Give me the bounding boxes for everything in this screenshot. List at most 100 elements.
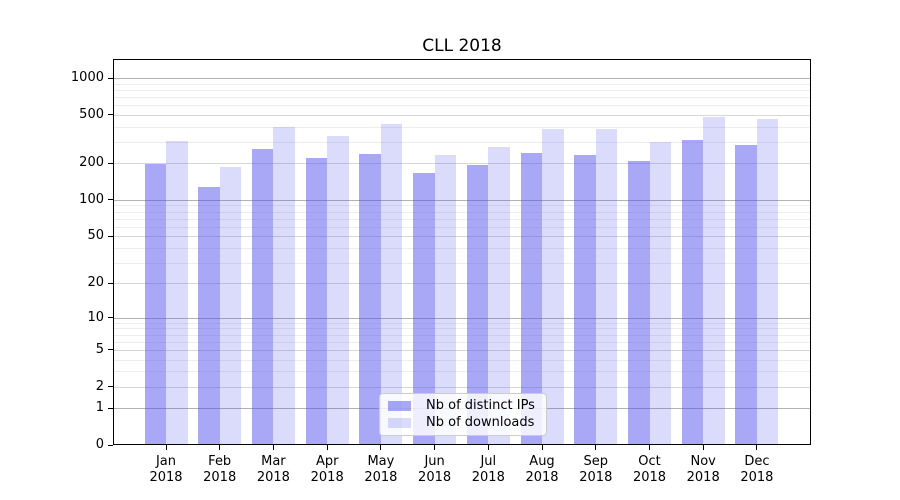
- y-tick-label: 20: [87, 275, 104, 291]
- gridline-minor: [113, 105, 811, 107]
- y-tick-label: 500: [79, 106, 104, 122]
- bar-distinct-ips: [520, 153, 542, 445]
- y-tick-mark: [108, 317, 113, 319]
- gridline-major: [113, 114, 811, 116]
- y-tick-label: 200: [79, 155, 104, 171]
- legend-swatch-distinct-ips: [388, 401, 411, 412]
- x-tick-mark: [595, 445, 597, 450]
- gridline-minor: [113, 341, 811, 343]
- x-tick-label: Aug 2018: [525, 454, 559, 485]
- bar-distinct-ips: [574, 155, 596, 445]
- bar-downloads: [166, 140, 188, 445]
- bar-distinct-ips: [305, 158, 328, 445]
- y-tick-mark: [108, 162, 113, 164]
- y-tick-label: 50: [87, 228, 104, 244]
- x-tick-mark: [219, 445, 221, 450]
- x-tick-mark: [702, 445, 704, 450]
- gridline-major: [113, 199, 811, 201]
- gridline-major: [113, 163, 811, 165]
- bar-downloads: [488, 146, 510, 445]
- bar-downloads: [380, 123, 403, 445]
- gridline-major: [113, 349, 811, 351]
- bar-distinct-ips: [413, 172, 435, 445]
- x-tick-mark: [380, 445, 382, 450]
- gridline-minor: [113, 226, 811, 228]
- x-tick-mark: [326, 445, 328, 450]
- y-tick-label: 5: [95, 341, 104, 357]
- chart-title: CLL 2018: [422, 36, 502, 56]
- bar-distinct-ips: [359, 153, 381, 445]
- gridline-minor: [113, 211, 811, 213]
- y-tick-mark: [108, 235, 113, 237]
- x-tick-mark: [165, 445, 167, 450]
- bar-distinct-ips: [251, 149, 274, 445]
- gridline-major: [113, 236, 811, 238]
- legend-item-distinct-ips: Nb of distinct IPs: [388, 398, 538, 415]
- x-tick-label: Jun 2018: [418, 454, 452, 485]
- bar-distinct-ips: [144, 164, 166, 445]
- y-tick-mark: [108, 444, 113, 446]
- y-tick-mark: [108, 349, 113, 351]
- gridline-minor: [113, 97, 811, 98]
- gridline-minor: [113, 262, 811, 264]
- x-tick-label: Nov 2018: [686, 454, 720, 485]
- y-tick-mark: [108, 199, 113, 201]
- bar-downloads: [756, 119, 779, 445]
- gridline-minor: [113, 83, 811, 85]
- bar-distinct-ips: [198, 186, 220, 445]
- gridline-minor: [113, 205, 811, 207]
- gridline-minor: [113, 141, 811, 143]
- y-tick-label: 1000: [70, 70, 104, 86]
- bar-distinct-ips: [466, 165, 489, 445]
- y-tick-mark: [108, 407, 113, 409]
- gridline-minor: [113, 247, 811, 249]
- x-tick-mark: [272, 445, 274, 450]
- gridline-minor: [113, 371, 811, 373]
- x-tick-label: Feb 2018: [203, 454, 237, 485]
- gridline-minor: [113, 322, 811, 324]
- y-tick-mark: [108, 386, 113, 388]
- y-tick-label: 0: [95, 437, 104, 452]
- x-tick-mark: [541, 445, 543, 450]
- gridline-minor: [113, 126, 811, 128]
- plot-area: [113, 59, 811, 445]
- y-tick-label: 100: [79, 191, 104, 207]
- legend-swatch-downloads: [388, 417, 411, 428]
- gridline-major: [113, 317, 811, 319]
- x-tick-mark: [649, 445, 650, 450]
- gridline-minor: [113, 218, 811, 220]
- x-tick-label: Oct 2018: [632, 454, 667, 485]
- x-tick-label: Jan 2018: [149, 454, 183, 485]
- y-tick-mark: [108, 114, 113, 116]
- y-tick-label: 10: [87, 309, 104, 325]
- x-tick-label: Dec 2018: [740, 454, 774, 485]
- y-tick-label: 1: [95, 400, 104, 416]
- bar-downloads: [649, 141, 671, 445]
- bar-downloads: [434, 154, 457, 445]
- bar-downloads: [273, 126, 295, 445]
- x-tick-label: Jul 2018: [471, 454, 505, 485]
- bar-downloads: [219, 166, 242, 445]
- bar-downloads: [327, 135, 349, 445]
- bar-distinct-ips: [628, 160, 650, 445]
- x-tick-label: Mar 2018: [256, 454, 290, 485]
- legend-label: Nb of distinct IPs: [426, 398, 535, 414]
- bar-distinct-ips: [681, 139, 704, 445]
- x-tick-label: Apr 2018: [310, 454, 344, 485]
- gridline-minor: [113, 89, 811, 91]
- x-tick-label: Sep 2018: [579, 454, 613, 485]
- gridline-minor: [113, 359, 811, 361]
- y-tick-mark: [108, 282, 113, 284]
- bars-layer: [113, 59, 811, 445]
- gridline-major: [113, 78, 811, 80]
- bar-distinct-ips: [735, 144, 757, 445]
- gridline-minor: [113, 328, 811, 330]
- gridline-major: [113, 283, 811, 285]
- x-tick-mark: [756, 445, 758, 450]
- bar-downloads: [703, 116, 725, 445]
- y-tick-mark: [108, 77, 113, 79]
- gridline-major: [113, 386, 811, 388]
- bar-downloads: [542, 128, 564, 445]
- legend-label: Nb of downloads: [426, 414, 535, 430]
